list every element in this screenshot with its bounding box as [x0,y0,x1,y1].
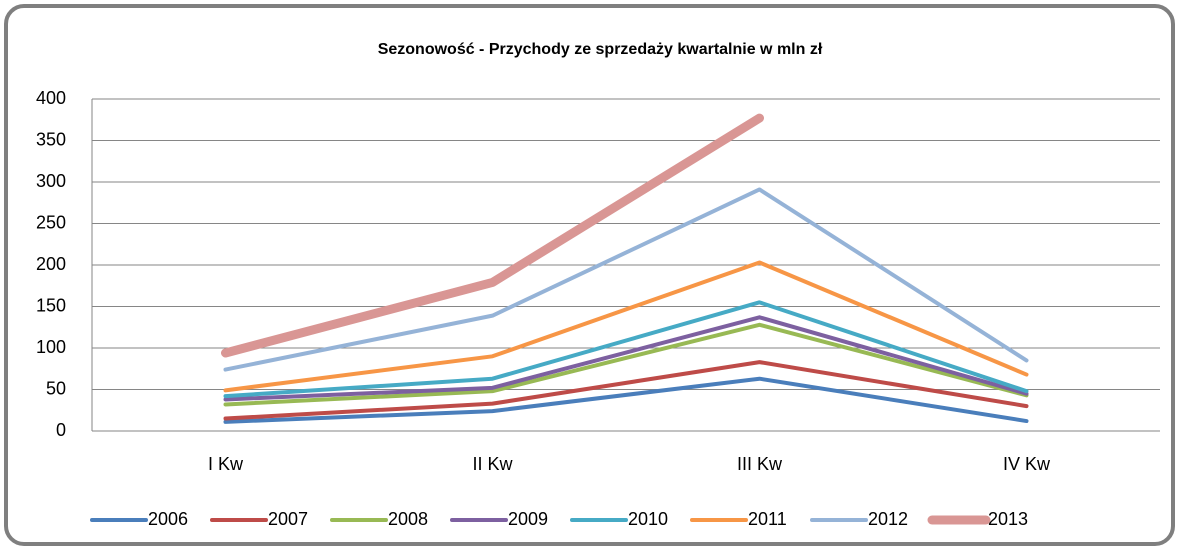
x-tick-label: III Kw [737,454,783,474]
y-tick-label: 350 [36,129,66,149]
x-tick-label: IV Kw [1003,454,1051,474]
series-line [221,113,764,358]
series-line [223,315,1029,402]
y-tick-label: 200 [36,254,66,274]
series-line [223,260,1029,393]
y-tick-label: 0 [56,420,66,440]
y-tick-label: 100 [36,337,66,357]
chart-frame [4,4,1175,546]
y-tick-label: 300 [36,171,66,191]
x-tick-label: I Kw [208,454,244,474]
legend-label: 2011 [748,509,787,529]
y-tick-label: 250 [36,212,66,232]
legend-label: 2013 [988,509,1028,529]
series-line [223,300,1029,399]
x-tick-label: II Kw [472,454,513,474]
series-line [223,322,1029,407]
chart-title: Sezonowość - Przychody ze sprzedaży kwar… [378,41,823,58]
legend-label: 2009 [508,509,548,529]
y-tick-label: 150 [36,295,66,315]
series-line [223,187,1029,372]
series-line [223,376,1029,424]
series-line [223,360,1029,421]
legend-label: 2006 [148,509,188,529]
legend-label: 2007 [268,509,308,529]
legend-label: 2010 [628,509,668,529]
legend-label: 2012 [868,509,908,529]
legend-label: 2008 [388,509,428,529]
y-tick-label: 50 [46,378,66,398]
y-tick-label: 400 [36,88,66,108]
